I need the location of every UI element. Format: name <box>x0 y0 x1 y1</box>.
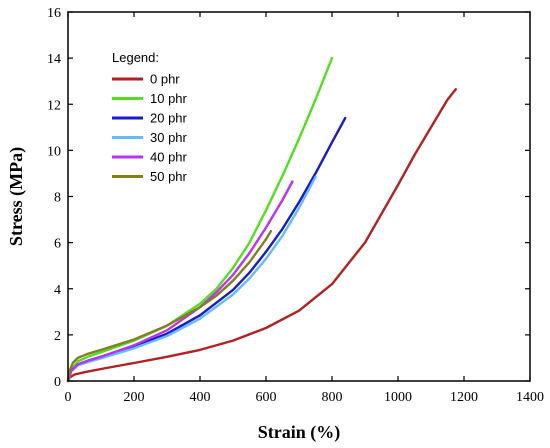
ticks-layer: 0 200 400 600 800 1000 1200 1400 0 2 4 6 8 10 12 14 16 <box>47 6 544 405</box>
y-tick-label: 0 <box>54 375 61 390</box>
legend-label-5: 50 phr <box>150 169 188 184</box>
y-tick-label: 2 <box>54 329 61 344</box>
axes-layer <box>67 11 531 382</box>
y-tick-label: 16 <box>47 6 61 21</box>
y-tick-label: 10 <box>47 144 61 159</box>
legend-label-4: 40 phr <box>150 150 188 165</box>
legend-label-3: 30 phr <box>150 130 188 145</box>
x-tick-label: 600 <box>256 390 277 405</box>
x-tick-label: 1400 <box>516 390 544 405</box>
x-tick-label: 0 <box>65 390 72 405</box>
legend-label-0: 0 phr <box>150 72 180 87</box>
y-tick-label: 12 <box>47 98 61 113</box>
x-tick-label: 800 <box>322 390 343 405</box>
series-line-5 <box>66 229 273 383</box>
legend: Legend: 0 phr 10 phr 20 phr 30 phr 40 phr 50 … <box>112 50 188 184</box>
legend-label-1: 10 phr <box>150 91 188 106</box>
plot-frame <box>67 11 531 382</box>
series-line-2 <box>66 116 347 383</box>
x-axis-title: Strain (%) <box>258 422 341 443</box>
y-axis-title: Stress (MPa) <box>6 147 27 246</box>
x-tick-label: 1000 <box>384 390 412 405</box>
x-tick-label: 200 <box>124 390 145 405</box>
y-tick-label: 8 <box>54 191 61 206</box>
legend-label-2: 20 phr <box>150 111 188 126</box>
series-layer <box>66 56 457 383</box>
y-tick-label: 6 <box>54 237 61 252</box>
series-line-4 <box>66 180 294 383</box>
x-tick-label: 400 <box>190 390 211 405</box>
series-line-0 <box>66 88 457 383</box>
legend-title: Legend: <box>112 50 159 65</box>
x-tick-label: 1200 <box>450 390 478 405</box>
y-tick-label: 4 <box>54 283 61 298</box>
y-tick-label: 14 <box>47 52 61 67</box>
series-line-1 <box>66 56 334 383</box>
